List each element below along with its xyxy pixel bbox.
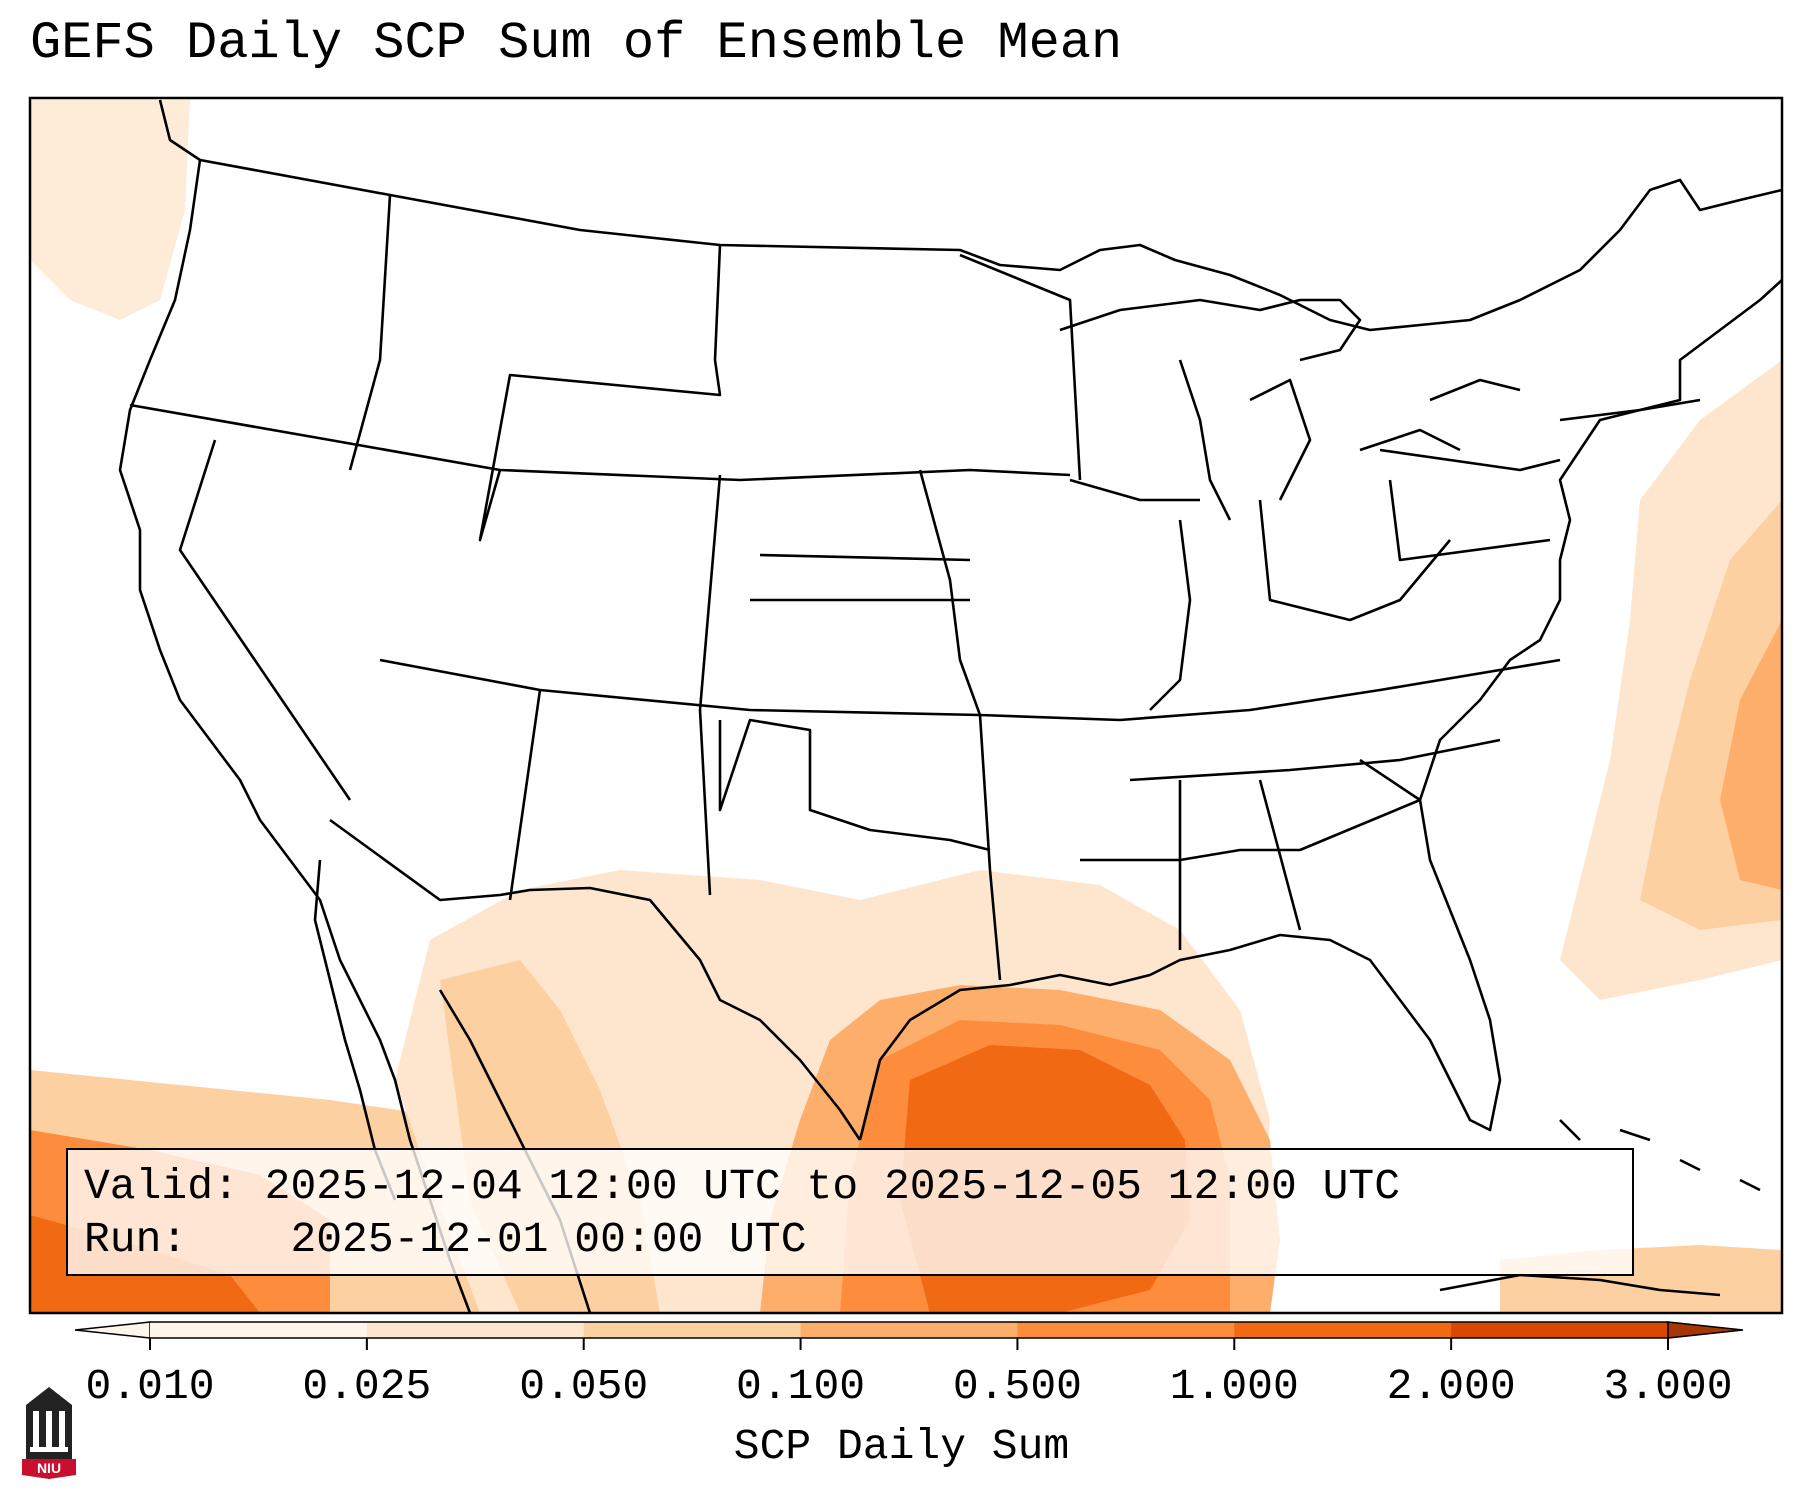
colorbar-segment (800, 1322, 1018, 1338)
colorbar-tick-label: 1.000 (1169, 1362, 1299, 1411)
us-mexico-border (329, 818, 862, 1141)
page-title: GEFS Daily SCP Sum of Ensemble Mean (30, 14, 1123, 73)
atlantic-coast (1418, 279, 1782, 801)
scp-shade-pacific (30, 100, 190, 320)
colorbar-tick-label: 0.100 (736, 1362, 866, 1411)
colorbar-segment (1017, 1322, 1235, 1338)
colorbar-label: SCP Daily Sum (733, 1422, 1070, 1471)
cuba (1439, 1273, 1721, 1297)
gulf-coast-east (1149, 799, 1502, 1132)
colorbar-tick-label: 0.050 (519, 1362, 649, 1411)
run-value: 2025-12-01 00:00 UTC (290, 1215, 807, 1264)
run-line: Run: 2025-12-01 00:00 UTC (84, 1213, 1632, 1266)
colorbar-tick-label: 3.000 (1603, 1362, 1733, 1411)
colorbar-extend-high (1667, 1321, 1744, 1339)
colorbar-tick-label: 0.025 (302, 1362, 432, 1411)
colorbar-segment (583, 1322, 802, 1338)
colorbar-segment (150, 1322, 368, 1338)
colorbar-segment (1451, 1322, 1669, 1338)
niu-logo-text: NIU (37, 1460, 61, 1476)
gulf-coast-texas (858, 973, 1151, 1141)
scp-shade-atlantic-core (1720, 620, 1782, 890)
colorbar-extend-low (74, 1321, 151, 1339)
colorbar-tick-label: 0.010 (85, 1362, 215, 1411)
valid-value: 2025-12-04 12:00 UTC to 2025-12-05 12:00… (264, 1162, 1401, 1211)
pacific-coastline (118, 159, 472, 1313)
colorbar-segment (366, 1322, 585, 1338)
run-label: Run: (84, 1215, 188, 1264)
colorbar-tick-label: 0.500 (952, 1362, 1082, 1411)
valid-line: Valid: 2025-12-04 12:00 UTC to 2025-12-0… (84, 1160, 1632, 1213)
great-lakes (1059, 298, 1521, 521)
niu-logo: NIU (22, 1387, 76, 1479)
valid-label: Valid: (84, 1162, 239, 1211)
niu-logo-banner (22, 1459, 76, 1479)
colorbar (74, 1321, 1744, 1350)
colorbar-tick-label: 2.000 (1386, 1362, 1516, 1411)
scp-field (30, 100, 1782, 1313)
us-canada-border (158, 99, 1782, 332)
map-frame (28, 96, 1784, 1315)
colorbar-outline (150, 1321, 1668, 1339)
colorbar-segment (1234, 1322, 1452, 1338)
info-box: Valid: 2025-12-04 12:00 UTC to 2025-12-0… (66, 1148, 1634, 1276)
